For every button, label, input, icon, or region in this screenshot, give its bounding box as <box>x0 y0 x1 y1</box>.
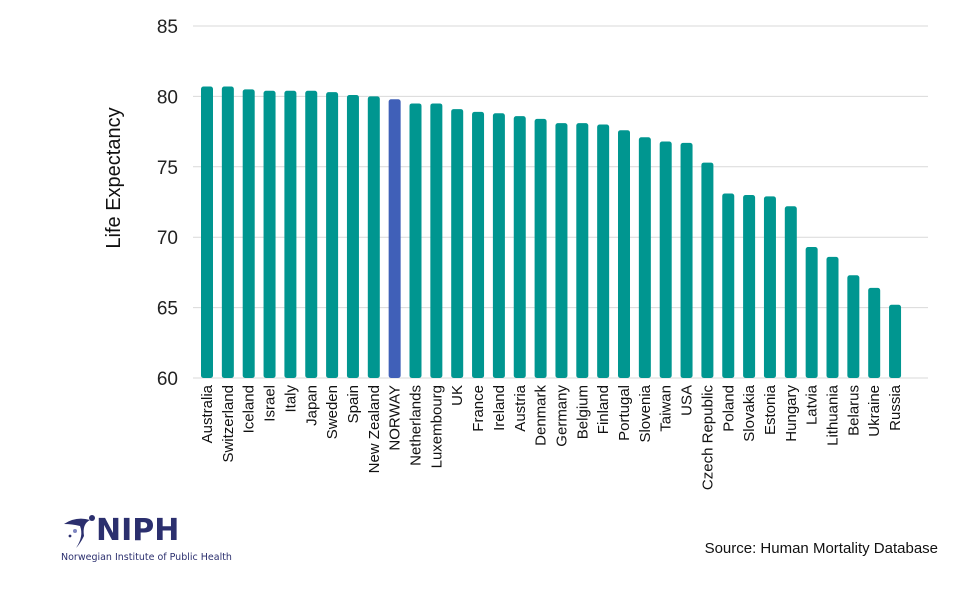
bar-norway <box>388 99 401 378</box>
bar-poland <box>722 193 735 378</box>
x-axis-labels: Australia Switzerland Iceland Israel Italy Ja… <box>199 384 904 490</box>
x-tick-label: Poland <box>720 385 737 432</box>
bar-latvia <box>805 247 818 378</box>
bar-lithuania <box>826 256 839 378</box>
bar-czech-republic <box>701 162 714 378</box>
bar-luxembourg <box>430 103 443 378</box>
x-tick-label: Slovakia <box>741 384 758 441</box>
x-tick-label: Iceland <box>241 385 258 433</box>
niph-logo-text: NIPH <box>96 513 180 548</box>
x-tick-label: Portugal <box>616 385 633 441</box>
x-tick-label: Lithuania <box>825 384 842 446</box>
bar-hungary <box>784 206 797 378</box>
niph-logo-subtitle: Norwegian Institute of Public Health <box>61 552 232 563</box>
x-tick-label: Australia <box>199 384 216 443</box>
x-tick-label: USA <box>679 385 696 416</box>
bar-belarus <box>847 275 860 378</box>
bar-france <box>472 111 485 378</box>
bar-sweden <box>326 92 339 379</box>
bar-austria <box>513 116 526 378</box>
bar-portugal <box>618 130 630 378</box>
x-tick-label: Taiwan <box>658 385 675 432</box>
bar-ukraine <box>868 287 881 378</box>
x-tick-label: Italy <box>282 385 299 413</box>
x-tick-label: Latvia <box>804 384 821 425</box>
x-tick-label: Japan <box>303 385 320 426</box>
bar-japan <box>305 90 318 378</box>
x-tick-label: Luxembourg <box>428 385 445 468</box>
x-tick-label: Netherlands <box>408 385 425 466</box>
bar-italy <box>284 90 297 378</box>
x-tick-label: Slovenia <box>637 384 654 442</box>
y-tick-label: 85 <box>157 17 178 38</box>
bar-slovakia <box>743 194 756 378</box>
x-tick-label: Sweden <box>324 385 341 439</box>
bar-ireland <box>492 113 505 379</box>
bar-slovenia <box>638 137 651 378</box>
bar-estonia <box>763 196 776 378</box>
y-tick-label: 60 <box>157 369 178 390</box>
y-tick-label: 75 <box>157 158 178 179</box>
x-tick-label: Belgium <box>574 385 591 439</box>
x-tick-label: Ireland <box>491 385 508 431</box>
bar-usa <box>680 142 693 378</box>
bar-belgium <box>576 123 589 378</box>
bar-russia <box>889 304 902 378</box>
y-tick-label: 80 <box>157 87 178 108</box>
x-tick-label: UK <box>449 385 466 406</box>
bar-australia <box>201 86 213 378</box>
bar-netherlands <box>409 103 422 378</box>
source-note: Source: Human Mortality Database <box>704 540 938 557</box>
bar-switzerland <box>221 86 234 378</box>
x-tick-label: Belarus <box>845 385 862 436</box>
bars <box>201 86 902 379</box>
bar-germany <box>555 123 568 378</box>
niph-logo: NIPH Norwegian Institute of Public Healt… <box>58 512 258 572</box>
y-axis-label: Life Expectancy <box>103 107 125 248</box>
x-tick-label: Russia <box>887 384 904 431</box>
niph-logo-mark-icon <box>64 515 95 548</box>
x-tick-label: Austria <box>512 384 529 431</box>
bar-iceland <box>242 89 255 379</box>
x-tick-label: Israel <box>262 385 279 422</box>
x-tick-label: Ukraine <box>866 385 883 437</box>
y-axis-ticks: 60 65 70 75 80 85 <box>157 17 178 390</box>
x-tick-label: Germany <box>553 385 570 447</box>
x-tick-label: Switzerland <box>220 385 237 463</box>
bar-new-zealand <box>367 96 380 379</box>
y-tick-label: 70 <box>157 228 178 249</box>
life-expectancy-bar-chart: 60 65 70 75 80 85 Australia Switzerland Iceland… <box>103 17 928 490</box>
x-tick-label: New Zealand <box>366 385 383 473</box>
x-tick-label: NORWAY <box>387 385 404 451</box>
x-tick-label: Finland <box>595 385 612 434</box>
x-tick-label: Czech Republic <box>699 385 716 491</box>
bar-uk <box>451 109 464 379</box>
bar-spain <box>346 94 359 378</box>
x-tick-label: Estonia <box>762 384 779 435</box>
bar-finland <box>597 124 610 378</box>
bar-taiwan <box>659 141 672 378</box>
bar-denmark <box>534 118 547 378</box>
x-tick-label: Hungary <box>783 385 800 442</box>
x-tick-label: Denmark <box>533 385 550 446</box>
x-tick-label: France <box>470 385 487 432</box>
y-tick-label: 65 <box>157 299 178 320</box>
bar-israel <box>263 90 276 378</box>
x-tick-label: Spain <box>345 385 362 423</box>
